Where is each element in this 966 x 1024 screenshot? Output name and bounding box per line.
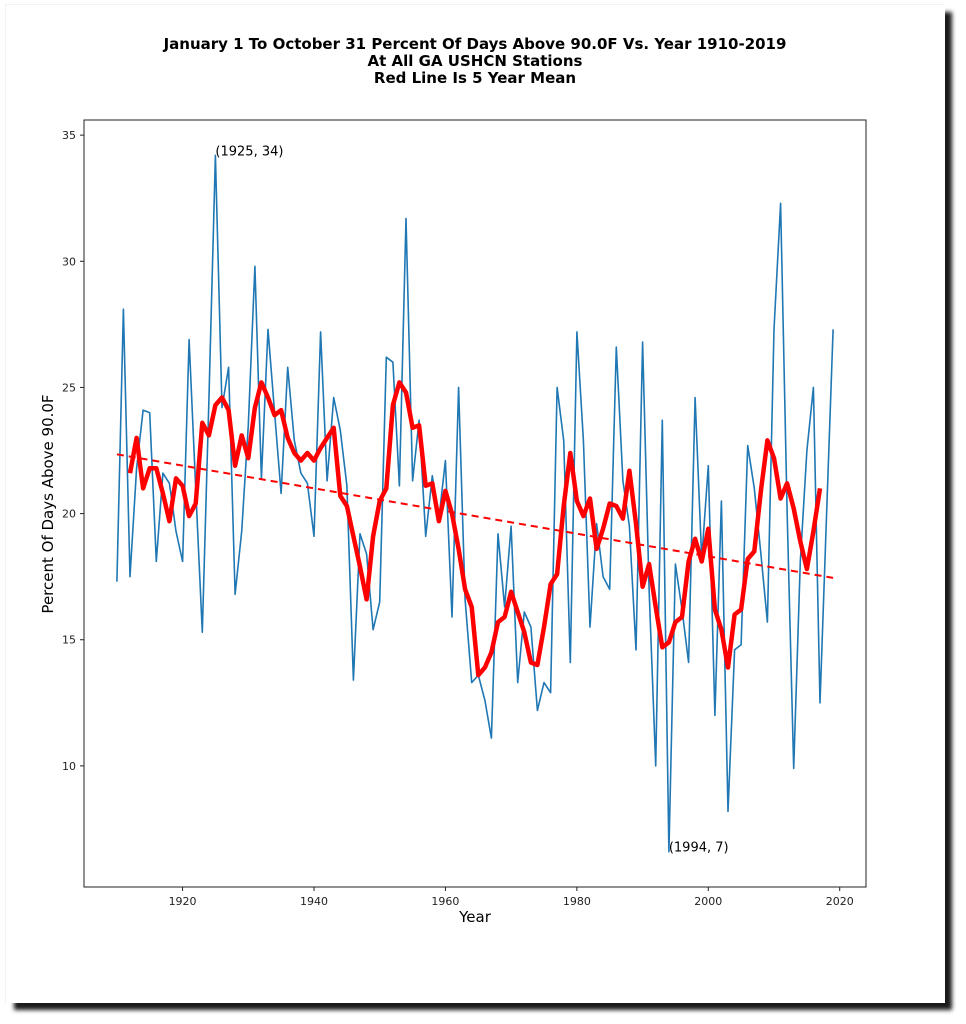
x-tick-label: 1940 <box>300 895 328 908</box>
y-axis-label: Percent Of Days Above 90.0F <box>39 394 57 613</box>
x-tick-label: 1980 <box>563 895 591 908</box>
x-tick-label: 2020 <box>826 895 854 908</box>
chart-title: January 1 To October 31 Percent Of Days … <box>163 35 787 87</box>
series-line-5yr-mean <box>127 380 823 678</box>
title-line-3: Red Line Is 5 Year Mean <box>374 69 576 87</box>
title-line-2: At All GA USHCN Stations <box>368 52 583 70</box>
x-axis-label: Year <box>458 908 492 926</box>
y-tick-label: 35 <box>62 129 76 142</box>
x-tick-label: 1960 <box>431 895 459 908</box>
trend-line <box>116 453 834 579</box>
y-tick-label: 15 <box>62 634 76 647</box>
y-tick-label: 25 <box>62 381 76 394</box>
x-tick-label: 1920 <box>169 895 197 908</box>
chart-card <box>5 4 945 1003</box>
series-line-annual <box>116 154 834 853</box>
y-tick-label: 10 <box>62 760 76 773</box>
title-line-1: January 1 To October 31 Percent Of Days … <box>163 35 787 53</box>
point-annotation: (1925, 34) <box>215 144 283 159</box>
point-annotation: (1994, 7) <box>669 841 729 856</box>
y-tick-label: 30 <box>62 255 76 268</box>
y-tick-label: 20 <box>62 508 76 521</box>
x-tick-label: 2000 <box>694 895 722 908</box>
axes-frame <box>83 119 867 888</box>
